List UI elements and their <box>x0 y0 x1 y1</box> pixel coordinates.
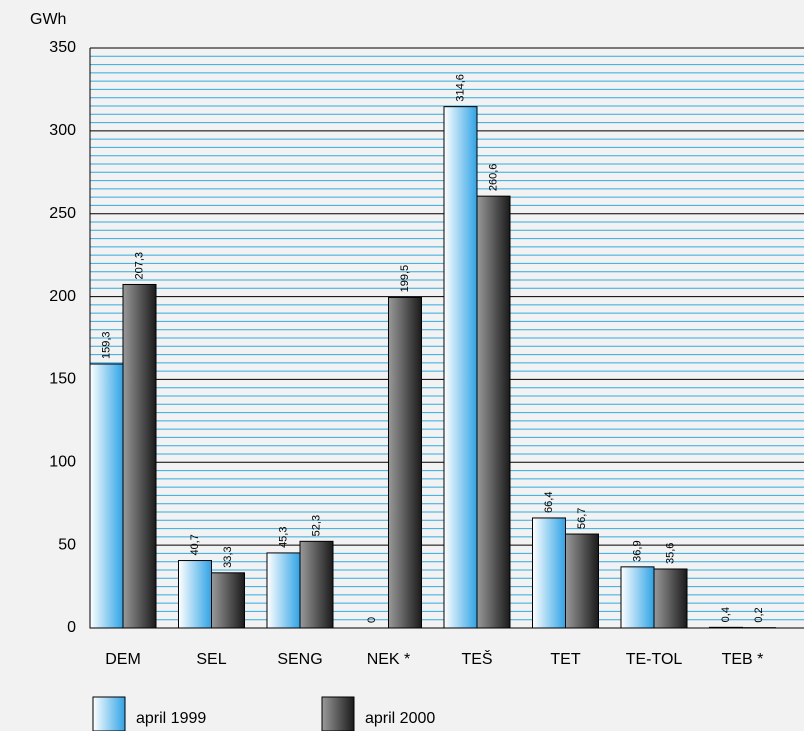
y-tick-label: 200 <box>49 288 76 305</box>
x-tick-label: SENG <box>277 651 322 668</box>
value-label: 207,3 <box>133 252 145 280</box>
bar <box>621 567 654 628</box>
bar <box>444 107 477 628</box>
legend-label: april 2000 <box>365 710 435 727</box>
value-label: 159,3 <box>100 331 112 359</box>
bar <box>389 297 422 628</box>
y-tick-label: 350 <box>49 39 76 56</box>
chart: GWh 0 50 100 150 200 250 300 350 DEM 159,3 207,3 SE… <box>0 0 804 731</box>
value-label: 0,4 <box>720 607 732 622</box>
bar <box>212 573 245 628</box>
value-label: 40,7 <box>189 534 201 555</box>
y-tick-label: 50 <box>58 536 76 553</box>
x-tick-label: SEL <box>196 651 226 668</box>
value-label: 35,6 <box>664 543 676 564</box>
x-tick-label: TE-TOL <box>626 651 683 668</box>
bar <box>533 518 566 628</box>
y-tick-label: 0 <box>67 619 76 636</box>
legend-label: april 1999 <box>136 710 206 727</box>
x-tick-label: DEM <box>105 651 141 668</box>
value-label: 199,5 <box>399 265 411 293</box>
y-tick-label: 100 <box>49 454 76 471</box>
value-label: 45,3 <box>277 527 289 548</box>
bar <box>179 561 212 628</box>
value-label: 0 <box>366 617 378 623</box>
bar <box>123 284 156 628</box>
value-label: 56,7 <box>576 508 588 529</box>
value-label: 260,6 <box>487 164 499 192</box>
y-tick-label: 300 <box>49 122 76 139</box>
x-tick-label: TEB * <box>722 651 764 668</box>
value-label: 36,9 <box>631 540 643 561</box>
bar <box>90 364 123 628</box>
value-label: 66,4 <box>543 492 555 513</box>
y-tick-label: 150 <box>49 371 76 388</box>
value-label: 33,3 <box>222 546 234 567</box>
y-tick-label: 250 <box>49 205 76 222</box>
value-label: 52,3 <box>310 515 322 536</box>
y-axis-label: GWh <box>30 11 66 28</box>
value-label: 0,2 <box>753 607 765 622</box>
bar <box>477 196 510 628</box>
x-tick-label: NEK * <box>367 651 411 668</box>
value-label: 314,6 <box>454 74 466 102</box>
legend-swatch <box>93 697 125 731</box>
legend-swatch <box>322 697 354 731</box>
bar <box>267 553 300 628</box>
bar <box>300 541 333 628</box>
x-tick-label: TEŠ <box>461 649 492 668</box>
x-tick-label: TET <box>550 651 580 668</box>
bar <box>710 627 743 628</box>
bar <box>654 569 687 628</box>
bar <box>566 534 599 628</box>
